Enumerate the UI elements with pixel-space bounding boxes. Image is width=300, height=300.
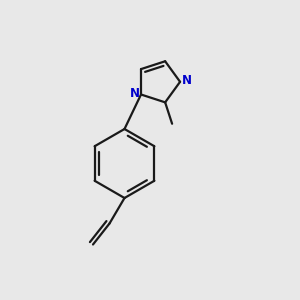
Text: N: N: [182, 74, 192, 87]
Text: N: N: [129, 87, 140, 100]
